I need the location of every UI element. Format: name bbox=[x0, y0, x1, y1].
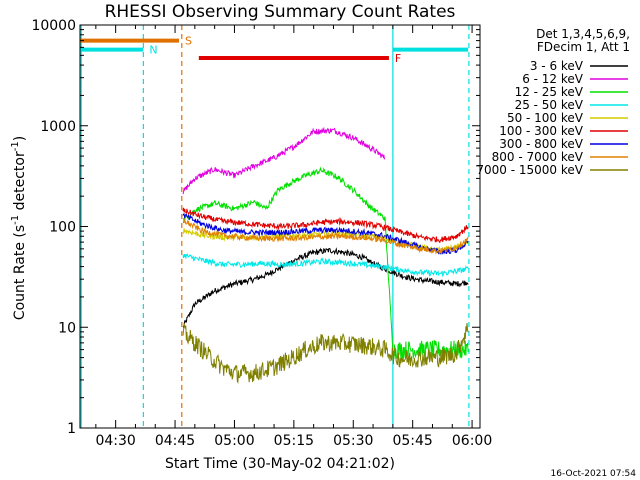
y-tick-label: 1 bbox=[67, 421, 76, 437]
y-axis-label-end: ) bbox=[12, 136, 28, 141]
x-tick-label: 05:00 bbox=[214, 433, 254, 449]
flag-label-n: N bbox=[149, 44, 157, 57]
y-axis-ticks: 1 10 100 1000 10000 bbox=[31, 18, 480, 437]
timestamp: 16-Oct-2021 07:54 bbox=[551, 469, 637, 479]
flag-label-s: S bbox=[185, 35, 192, 48]
x-tick-label: 04:45 bbox=[155, 433, 195, 449]
y-axis-label-mid: detector bbox=[12, 151, 28, 215]
legend-label-3-6-kev: 3 - 6 keV bbox=[530, 59, 584, 73]
x-tick-label: 05:30 bbox=[333, 433, 373, 449]
x-axis-ticks: 04:30 04:45 05:00 05:15 05:30 05:45 06:00 bbox=[95, 25, 492, 449]
series-line-7000-15000-kev bbox=[182, 322, 469, 384]
legend: Det 1,3,4,5,6,9, FDecim 1, Att 1 3 - 6 k… bbox=[476, 27, 630, 177]
y-axis-label: Count Rate (s-1 detector-1) bbox=[10, 136, 28, 320]
series-line-25-50-kev bbox=[182, 252, 469, 277]
y-axis-label-sup2: -1 bbox=[10, 141, 21, 151]
x-tick-label: 04:30 bbox=[95, 433, 135, 449]
legend-label-300-800-kev: 300 - 800 keV bbox=[499, 137, 583, 151]
x-tick-label: 05:15 bbox=[274, 433, 314, 449]
series-line-100-300-kev bbox=[182, 207, 469, 244]
y-axis-label-sup1: -1 bbox=[10, 215, 21, 225]
legend-label-25-50-kev: 25 - 50 keV bbox=[515, 98, 584, 112]
legend-label-7000-15000-kev: 7000 - 15000 keV bbox=[476, 163, 583, 177]
series-line-3-6-kev bbox=[182, 247, 469, 329]
x-tick-label: 06:00 bbox=[452, 433, 492, 449]
x-tick-label: 05:45 bbox=[392, 433, 432, 449]
series-line-300-800-kev bbox=[182, 212, 469, 255]
legend-label-6-12-kev: 6 - 12 keV bbox=[522, 72, 584, 86]
legend-label-800-7000-kev: 800 - 7000 keV bbox=[492, 150, 584, 164]
series-line-6-12-kev bbox=[182, 126, 386, 195]
y-tick-label: 1000 bbox=[40, 119, 76, 135]
legend-header-line1: Det 1,3,4,5,6,9, bbox=[536, 27, 630, 41]
state-flags: S N F bbox=[80, 35, 469, 65]
chart-title: RHESSI Observing Summary Count Rates bbox=[105, 2, 456, 22]
y-tick-label: 10 bbox=[58, 320, 76, 336]
legend-label-12-25-kev: 12 - 25 keV bbox=[515, 85, 584, 99]
legend-label-100-300-kev: 100 - 300 keV bbox=[499, 124, 583, 138]
legend-label-50-100-kev: 50 - 100 keV bbox=[507, 111, 584, 125]
y-axis-label-main: Count Rate (s bbox=[12, 225, 28, 320]
legend-header-line2: FDecim 1, Att 1 bbox=[537, 40, 630, 54]
data-series bbox=[182, 126, 469, 384]
x-axis-label: Start Time (30-May-02 04:21:02) bbox=[165, 456, 395, 472]
flag-label-f: F bbox=[395, 52, 401, 65]
y-tick-label: 100 bbox=[49, 220, 76, 236]
series-line-800-7000-kev bbox=[183, 218, 469, 255]
y-tick-label: 10000 bbox=[31, 18, 76, 34]
